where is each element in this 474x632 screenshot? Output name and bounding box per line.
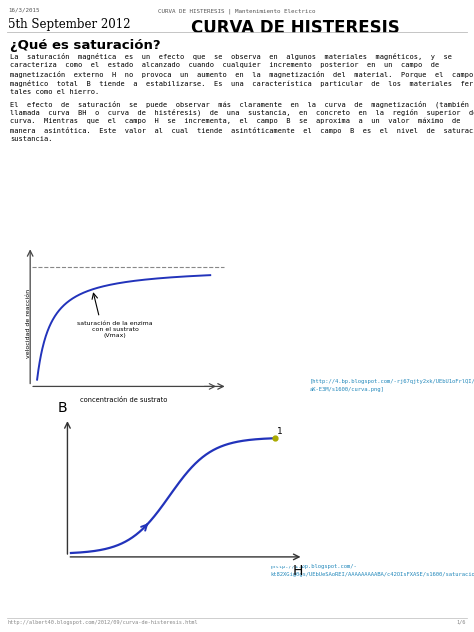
Text: 16/3/2015: 16/3/2015 bbox=[8, 8, 39, 13]
Text: magnetización  externo  H  no  provoca  un  aumento  en  la  magnetización  del : magnetización externo H no provoca un au… bbox=[10, 71, 473, 78]
Text: La  saturación  magnética  es  un  efecto  que  se  observa  en  algunos  materi: La saturación magnética es un efecto que… bbox=[10, 53, 452, 60]
Text: B: B bbox=[57, 401, 67, 415]
Text: aK-E3M/s1600/curva.png]: aK-E3M/s1600/curva.png] bbox=[310, 387, 385, 392]
Text: curva.  Mientras  que  el  campo  H  se  incrementa,  el  campo  B  se  aproxima: curva. Mientras que el campo H se increm… bbox=[10, 118, 461, 125]
Text: llamada  curva  BH  o  curva  de  histéresis)  de  una  sustancia,  en  concreto: llamada curva BH o curva de histéresis) … bbox=[10, 109, 474, 116]
Text: H: H bbox=[293, 564, 303, 578]
Text: concentración de sustrato: concentración de sustrato bbox=[80, 397, 167, 403]
Text: kt82XGig0gs/UEbUeSAoREI/AAAAAAAAABA/c42OIsFXASE/s1600/saturacion2.bmp]: kt82XGig0gs/UEbUeSAoREI/AAAAAAAAABA/c42O… bbox=[270, 572, 474, 577]
Text: [http://2.bp.blogspot.com/-: [http://2.bp.blogspot.com/- bbox=[270, 564, 358, 569]
Text: 1/6: 1/6 bbox=[456, 620, 466, 625]
Text: manera  asintótica.  Este  valor  al  cual  tiende  asintóticamente  el  campo  : manera asintótica. Este valor al cual ti… bbox=[10, 127, 474, 134]
Text: ¿Qué es saturación?: ¿Qué es saturación? bbox=[10, 39, 161, 52]
Text: 5th September 2012: 5th September 2012 bbox=[8, 18, 130, 31]
Text: CURVA DE HISTERESIS: CURVA DE HISTERESIS bbox=[191, 19, 400, 37]
Text: saturación de la enzima
con el sustrato
(Vmax): saturación de la enzima con el sustrato … bbox=[77, 321, 153, 337]
Text: sustancia.: sustancia. bbox=[10, 136, 53, 142]
Text: 1: 1 bbox=[277, 427, 283, 437]
Text: [http://4.bp.blogspot.com/-rj67qjty2xk/UEbU1oFrlQI/AAAAAAAAABI/V52A-: [http://4.bp.blogspot.com/-rj67qjty2xk/U… bbox=[310, 379, 474, 384]
Text: magnético  total  B  tiende  a  estabilizarse.  Es  una  característica  particu: magnético total B tiende a estabilizarse… bbox=[10, 80, 474, 87]
Text: caracteriza  como  el  estado  alcanzado  cuando  cualquier  incremento  posteri: caracteriza como el estado alcanzado cua… bbox=[10, 62, 439, 68]
Text: CURVA DE HISTERESIS | Mantenimiento Electrico: CURVA DE HISTERESIS | Mantenimiento Elec… bbox=[158, 8, 316, 13]
Text: http://albert40.blogspot.com/2012/09/curva-de-histeresis.html: http://albert40.blogspot.com/2012/09/cur… bbox=[8, 620, 199, 625]
Text: El  efecto  de  saturación  se  puede  observar  más  claramente  en  la  curva : El efecto de saturación se puede observa… bbox=[10, 100, 469, 107]
Text: tales como el hierro.: tales como el hierro. bbox=[10, 89, 99, 95]
Text: velocidad de reacción: velocidad de reacción bbox=[26, 289, 31, 358]
